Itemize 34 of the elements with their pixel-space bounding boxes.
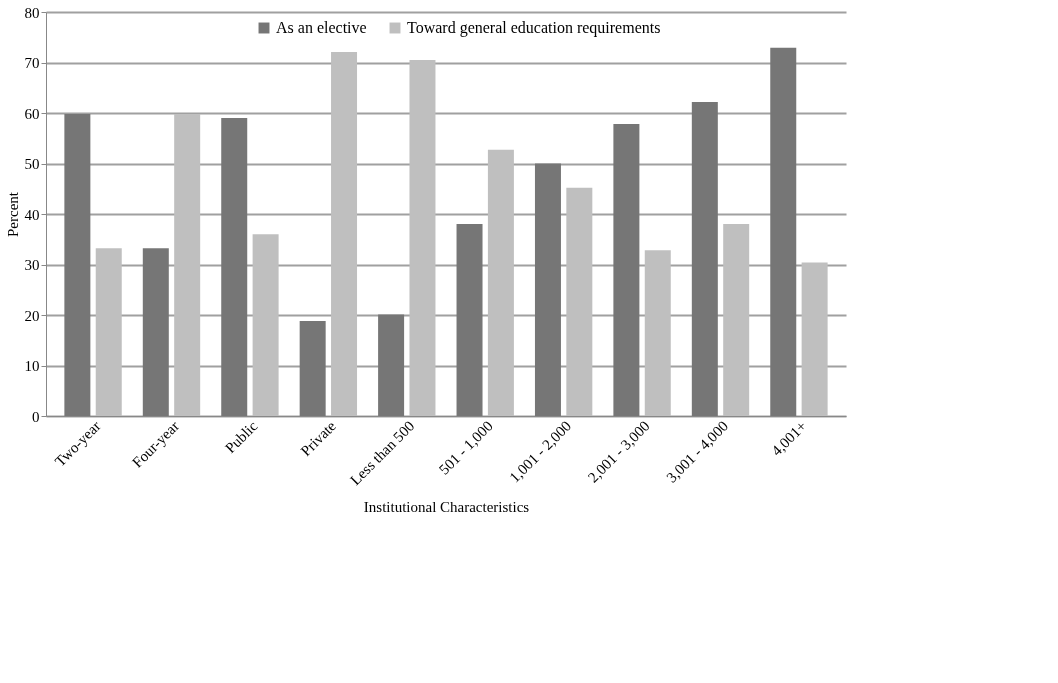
legend-label: As an elective	[276, 19, 367, 36]
y-tick-label: 70	[24, 55, 40, 71]
bar	[691, 101, 718, 416]
bar	[456, 224, 483, 416]
bar	[252, 234, 279, 416]
y-tick-label: 30	[24, 257, 40, 273]
y-tick-label: 50	[24, 156, 40, 172]
y-axis-title: Percent	[4, 191, 21, 237]
bar	[723, 224, 750, 416]
bar	[299, 321, 326, 416]
bar	[221, 118, 248, 416]
y-tick-label: 80	[24, 4, 40, 21]
bar	[487, 149, 514, 416]
bar	[95, 248, 122, 416]
y-tick-label: 0	[32, 408, 40, 425]
bar	[534, 163, 561, 416]
legend-label: Toward general education requirements	[407, 19, 661, 37]
bar	[770, 47, 797, 416]
bar	[409, 59, 436, 416]
y-tick-label: 40	[24, 206, 40, 223]
y-tick-label: 10	[24, 358, 40, 374]
bar	[644, 250, 671, 416]
bar	[613, 124, 640, 416]
bar	[64, 114, 91, 416]
bar	[801, 262, 828, 416]
bar	[174, 114, 201, 416]
x-tick-label: Less than 500	[347, 417, 418, 489]
bar	[378, 314, 405, 416]
x-axis-title: Institutional Characteristics	[363, 499, 530, 516]
bar	[566, 187, 593, 416]
y-tick-label: 60	[24, 105, 40, 122]
bar	[142, 248, 169, 416]
y-tick-label: 20	[24, 307, 40, 324]
bar	[331, 51, 358, 416]
